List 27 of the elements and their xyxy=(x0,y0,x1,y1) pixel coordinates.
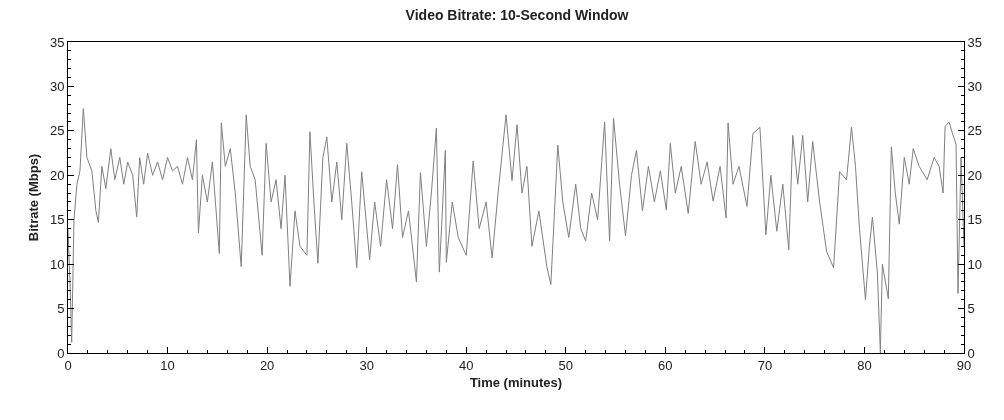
y-axis-title: Bitrate (Mbps) xyxy=(25,153,41,242)
x-tick-label: 80 xyxy=(857,357,872,373)
x-tick-label: 60 xyxy=(658,357,673,373)
y-tick-label: 35 xyxy=(49,34,65,50)
y-tick-label: 5 xyxy=(57,301,65,317)
y-tick-label: 30 xyxy=(49,78,65,94)
x-tick-label: 10 xyxy=(160,357,175,373)
x-tick-label: 40 xyxy=(458,357,474,373)
x-tick-label: 30 xyxy=(359,357,374,373)
y2-tick-label: 5 xyxy=(967,301,975,317)
y2-tick-label: 15 xyxy=(967,212,983,228)
x-tick-label: 20 xyxy=(259,357,275,373)
y-tick-label: 10 xyxy=(49,256,65,272)
x-tick-label: 50 xyxy=(558,357,574,373)
y2-tick-label: 35 xyxy=(967,34,983,50)
y2-tick-label: 20 xyxy=(967,167,983,183)
x-tick-label: 70 xyxy=(757,357,773,373)
y2-tick-label: 30 xyxy=(967,78,983,94)
x-axis-title: Time (minutes) xyxy=(469,375,563,391)
y-tick-label: 15 xyxy=(49,212,65,228)
y-tick-label: 0 xyxy=(57,345,65,361)
chart-title: Video Bitrate: 10-Second Window xyxy=(405,7,629,24)
y2-tick-label: 25 xyxy=(967,123,983,139)
line-series xyxy=(68,108,964,353)
y-tick-label: 25 xyxy=(49,123,65,139)
y2-tick-label: 10 xyxy=(967,256,983,272)
y-tick-label: 20 xyxy=(49,167,65,183)
